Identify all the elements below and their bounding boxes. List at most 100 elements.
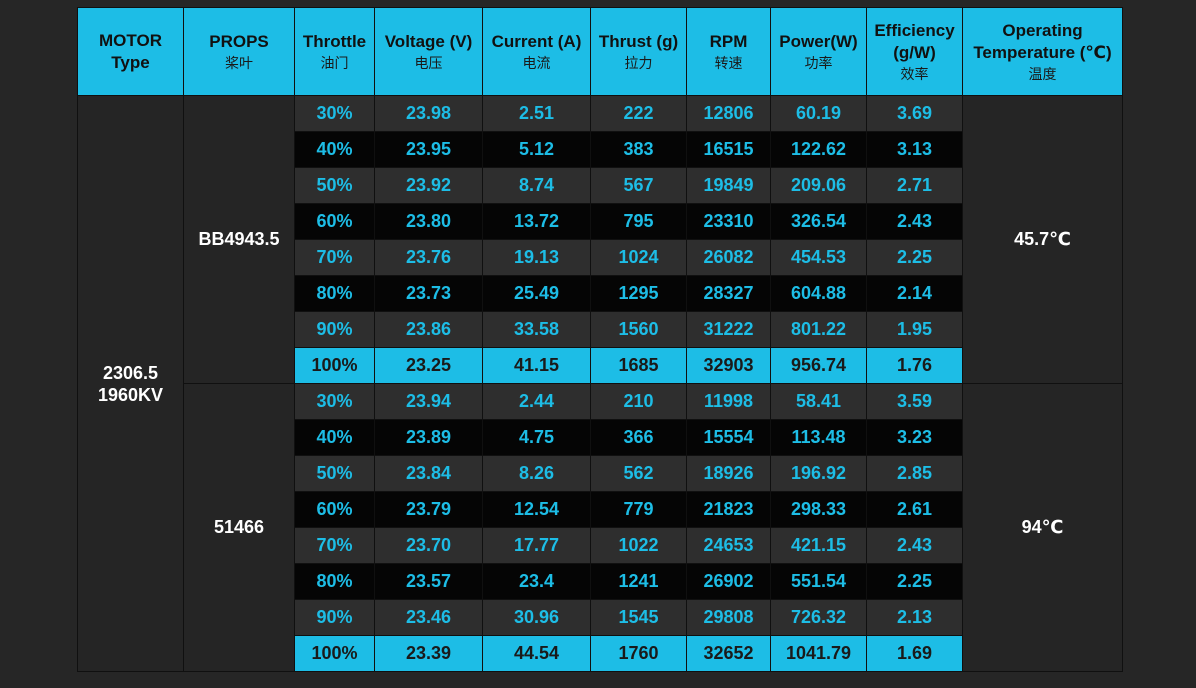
rpm-cell: 16515 xyxy=(686,131,771,168)
current-cell: 33.58 xyxy=(482,311,591,348)
temperature-cell: 94℃ xyxy=(962,383,1123,672)
power-cell: 956.74 xyxy=(770,347,867,384)
header-props-cn: 桨叶 xyxy=(225,55,253,71)
rpm-cell: 18926 xyxy=(686,455,771,492)
power-cell: 122.62 xyxy=(770,131,867,168)
current-cell: 5.12 xyxy=(482,131,591,168)
throttle-cell: 30% xyxy=(294,95,375,132)
voltage-cell: 23.39 xyxy=(374,635,483,672)
current-cell: 8.74 xyxy=(482,167,591,204)
power-cell: 298.33 xyxy=(770,491,867,528)
efficiency-cell: 2.25 xyxy=(866,239,963,276)
voltage-cell: 23.76 xyxy=(374,239,483,276)
voltage-cell: 23.86 xyxy=(374,311,483,348)
current-cell: 13.72 xyxy=(482,203,591,240)
voltage-cell: 23.92 xyxy=(374,167,483,204)
power-cell: 454.53 xyxy=(770,239,867,276)
current-cell: 19.13 xyxy=(482,239,591,276)
efficiency-cell: 3.69 xyxy=(866,95,963,132)
efficiency-cell: 2.25 xyxy=(866,563,963,600)
header-thrust-cn: 拉力 xyxy=(624,55,653,71)
motor-test-table: MOTOR Type PROPS 桨叶 Throttle 油门 Voltage … xyxy=(77,7,1123,672)
efficiency-cell: 1.95 xyxy=(866,311,963,348)
table-row: 90% 23.86 33.58 1560 31222 801.22 1.95 xyxy=(78,311,1123,348)
voltage-cell: 23.46 xyxy=(374,599,483,636)
current-cell: 4.75 xyxy=(482,419,591,456)
prop-cell: BB4943.5 xyxy=(183,95,295,384)
voltage-cell: 23.25 xyxy=(374,347,483,384)
rpm-cell: 29808 xyxy=(686,599,771,636)
table-row: 70% 23.76 19.13 1024 26082 454.53 2.25 xyxy=(78,239,1123,276)
header-rpm-cn: 转速 xyxy=(714,55,743,71)
efficiency-cell: 2.13 xyxy=(866,599,963,636)
efficiency-cell: 2.14 xyxy=(866,275,963,312)
voltage-cell: 23.70 xyxy=(374,527,483,564)
rpm-cell: 23310 xyxy=(686,203,771,240)
rpm-cell: 12806 xyxy=(686,95,771,132)
efficiency-cell: 1.69 xyxy=(866,635,963,672)
header-power: Power(W) 功率 xyxy=(770,7,867,96)
table-row: 50% 23.92 8.74 567 19849 209.06 2.71 xyxy=(78,167,1123,204)
voltage-cell: 23.73 xyxy=(374,275,483,312)
current-cell: 30.96 xyxy=(482,599,591,636)
rpm-cell: 19849 xyxy=(686,167,771,204)
prop-cell: 51466 xyxy=(183,383,295,672)
thrust-cell: 210 xyxy=(590,383,687,420)
rpm-cell: 32652 xyxy=(686,635,771,672)
throttle-cell: 90% xyxy=(294,311,375,348)
header-efficiency: Efficiency (g/W) 效率 xyxy=(866,7,963,96)
rpm-cell: 21823 xyxy=(686,491,771,528)
power-cell: 196.92 xyxy=(770,455,867,492)
table-row: 80% 23.73 25.49 1295 28327 604.88 2.14 xyxy=(78,275,1123,312)
thrust-cell: 1760 xyxy=(590,635,687,672)
current-cell: 25.49 xyxy=(482,275,591,312)
voltage-cell: 23.95 xyxy=(374,131,483,168)
throttle-cell: 100% xyxy=(294,635,375,672)
header-row: MOTOR Type PROPS 桨叶 Throttle 油门 Voltage … xyxy=(77,7,1123,96)
efficiency-cell: 2.43 xyxy=(866,203,963,240)
throttle-cell: 100% xyxy=(294,347,375,384)
power-cell: 604.88 xyxy=(770,275,867,312)
current-cell: 44.54 xyxy=(482,635,591,672)
table-row: 60% 23.80 13.72 795 23310 326.54 2.43 xyxy=(78,203,1123,240)
table-row: 60% 23.79 12.54 779 21823 298.33 2.61 xyxy=(78,491,1123,528)
efficiency-cell: 2.43 xyxy=(866,527,963,564)
header-throttle-en: Throttle xyxy=(302,32,367,51)
thrust-cell: 366 xyxy=(590,419,687,456)
table-row: 90% 23.46 30.96 1545 29808 726.32 2.13 xyxy=(78,599,1123,636)
header-current-cn: 电流 xyxy=(522,55,551,71)
table-row: 70% 23.70 17.77 1022 24653 421.15 2.43 xyxy=(78,527,1123,564)
throttle-cell: 70% xyxy=(294,239,375,276)
rpm-cell: 31222 xyxy=(686,311,771,348)
current-cell: 2.51 xyxy=(482,95,591,132)
header-props: PROPS 桨叶 xyxy=(183,7,295,96)
table-row: 80% 23.57 23.4 1241 26902 551.54 2.25 xyxy=(78,563,1123,600)
voltage-cell: 23.57 xyxy=(374,563,483,600)
thrust-cell: 795 xyxy=(590,203,687,240)
table-row: 100% 23.25 41.15 1685 32903 956.74 1.76 xyxy=(78,347,1123,384)
thrust-cell: 383 xyxy=(590,131,687,168)
table-body: 2306.5 1960KV BB4943.5 30% 23.98 2.51 222 12806… xyxy=(77,95,1123,672)
header-motor-en2: Type xyxy=(111,52,150,72)
throttle-cell: 50% xyxy=(294,455,375,492)
efficiency-cell: 2.71 xyxy=(866,167,963,204)
header-voltage-cn: 电压 xyxy=(414,55,443,71)
table-row: 2306.5 1960KV BB4943.5 30% 23.98 2.51 222 12806… xyxy=(77,95,1123,672)
table-row: 100% 23.39 44.54 1760 32652 1041.79 1.69 xyxy=(78,635,1123,672)
power-cell: 551.54 xyxy=(770,563,867,600)
header-efficiency-cn: 效率 xyxy=(900,65,929,82)
thrust-cell: 1024 xyxy=(590,239,687,276)
power-cell: 801.22 xyxy=(770,311,867,348)
rpm-cell: 24653 xyxy=(686,527,771,564)
header-efficiency-en2: (g/W) xyxy=(893,42,936,62)
thrust-cell: 1545 xyxy=(590,599,687,636)
current-cell: 8.26 xyxy=(482,455,591,492)
efficiency-cell: 2.61 xyxy=(866,491,963,528)
header-power-cn: 功率 xyxy=(804,55,833,71)
header-thrust: Thrust (g) 拉力 xyxy=(590,7,687,96)
temperature-cell: 45.7℃ xyxy=(962,95,1123,384)
current-cell: 41.15 xyxy=(482,347,591,384)
header-props-en: PROPS xyxy=(209,32,269,51)
voltage-cell: 23.84 xyxy=(374,455,483,492)
voltage-cell: 23.98 xyxy=(374,95,483,132)
